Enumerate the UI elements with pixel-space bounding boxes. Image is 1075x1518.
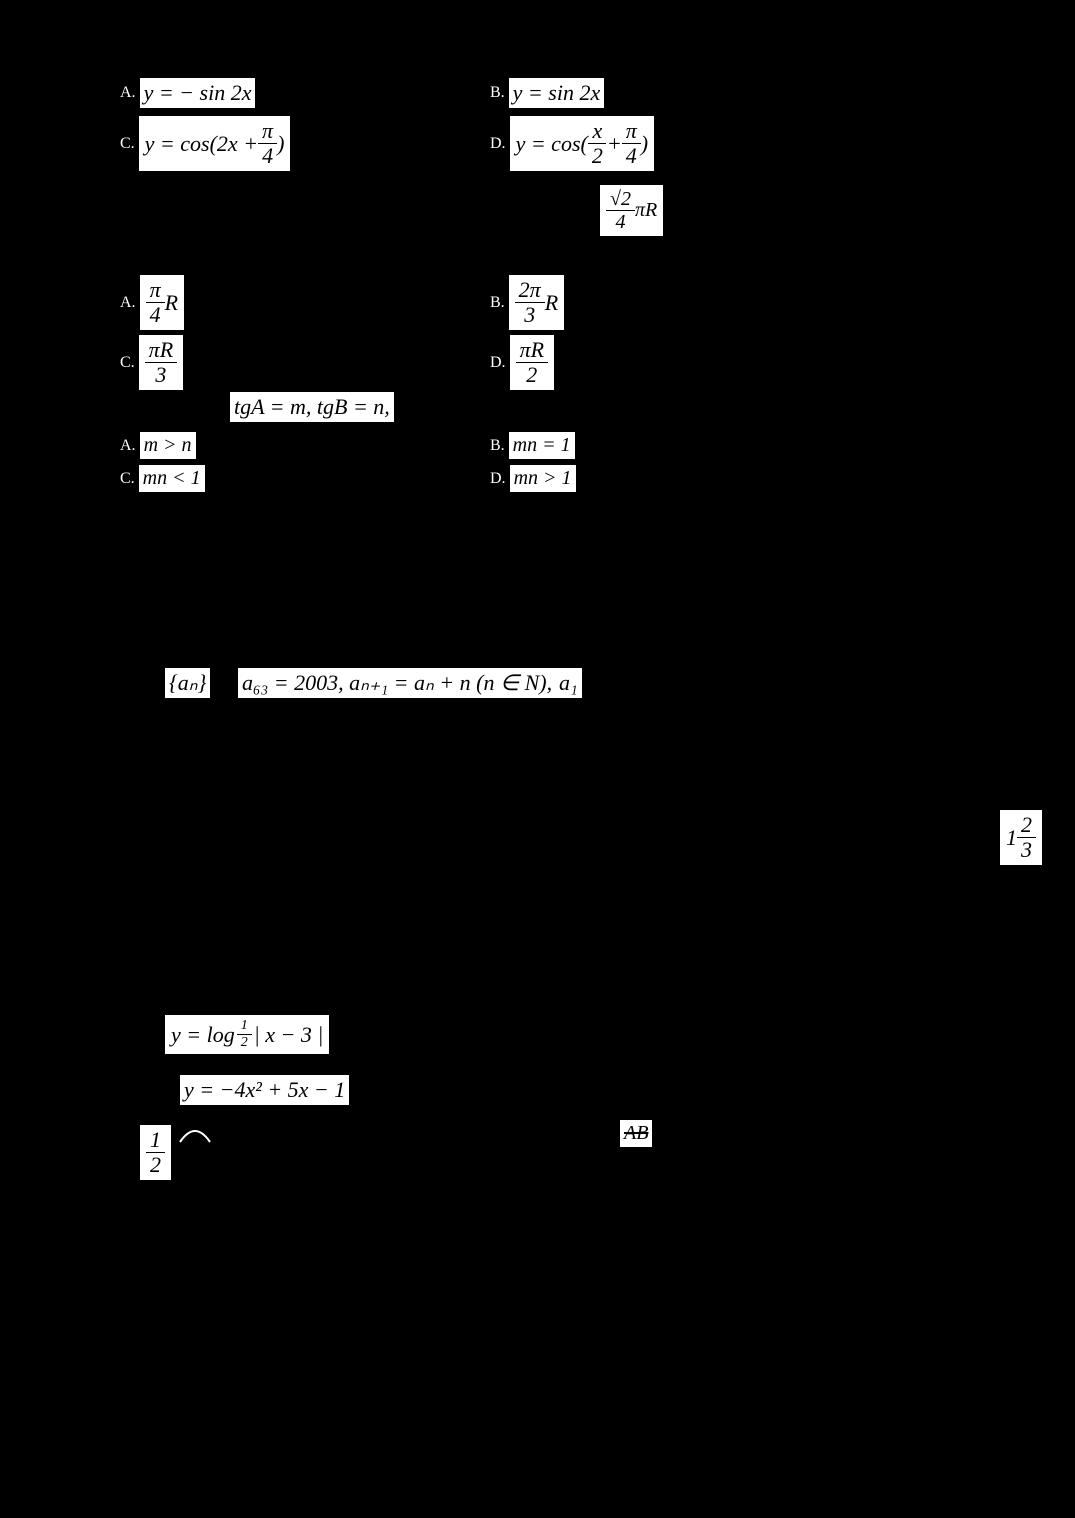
q6-a-label: A. (120, 437, 136, 455)
q5-opt-b: 2π 3 R (509, 275, 564, 330)
q8-hl1: {aₙ} (165, 668, 210, 698)
q6-opt-c: mn < 1 (139, 465, 205, 492)
arc-icon (177, 1125, 213, 1145)
q8-hl2: a₆₃ = 2003, aₙ₊₁ = aₙ + n (n ∈ N), (238, 668, 556, 698)
q4d-mid: + (607, 131, 622, 157)
opt-b-label: B. (490, 84, 505, 102)
frac-den: 4 (622, 144, 641, 167)
q5-opt-d: πR 2 (510, 335, 554, 390)
q9-frac: 2 3 (1017, 814, 1036, 861)
q9-mixed: 1 2 3 (1000, 810, 1042, 865)
opt-d-label: D. (490, 135, 506, 153)
q5-b-label: B. (490, 294, 505, 312)
q4c-suf: ) (277, 131, 284, 157)
q5-extra: √2 4 πR (600, 185, 663, 236)
q4d-frac2: π 4 (622, 120, 641, 167)
frac-den: 2 (146, 1153, 165, 1176)
q6-opt-d: mn > 1 (510, 465, 576, 492)
q5b-frac: 2π 3 (515, 279, 545, 326)
frac-num: √2 (606, 189, 635, 211)
q6-b-label: B. (490, 437, 505, 455)
q4c-frac: π 4 (258, 120, 277, 167)
frac-num: 1 (146, 1129, 165, 1153)
q5-opt-c: πR 3 (139, 335, 183, 390)
q8-hl3: a₁ (555, 668, 582, 698)
frac-den: 2 (522, 363, 541, 386)
frac-den: 3 (1017, 838, 1036, 861)
q11-hl: y = −4x² + 5x − 1 (180, 1075, 349, 1105)
q4-opt-b: y = sin 2x (509, 78, 605, 108)
q5-extra-suf: πR (635, 199, 657, 222)
q4d-pre: y = cos( (516, 131, 588, 157)
q11-frac: 1 2 (140, 1125, 171, 1180)
q5-a-label: A. (120, 294, 136, 312)
frac-den: 2 (588, 144, 607, 167)
q5-d-label: D. (490, 354, 506, 372)
frac-num: 1 (237, 1019, 252, 1035)
q5c-frac: πR 3 (145, 339, 177, 386)
frac-den: 4 (258, 144, 277, 167)
q11-half: 1 2 (146, 1129, 165, 1176)
frac-num: πR (516, 339, 548, 363)
q5-c-label: C. (120, 354, 135, 372)
q9-whole: 1 (1006, 825, 1017, 851)
q4d-suf: ) (641, 131, 648, 157)
q6-hl: tgA = m, tgB = n, (230, 392, 394, 422)
q11-arc-label: AB (620, 1120, 652, 1147)
frac-num: 2 (1017, 814, 1036, 838)
q6-d-label: D. (490, 470, 506, 488)
frac-num: πR (145, 339, 177, 363)
opt-a-label: A. (120, 84, 136, 102)
frac-num: π (258, 120, 277, 144)
frac-den: 4 (146, 303, 165, 326)
frac-den: 3 (520, 303, 539, 326)
frac-num: x (588, 120, 606, 144)
q5d-frac: πR 2 (516, 339, 548, 386)
q5a-suf: R (165, 290, 178, 316)
frac-den: 2 (237, 1035, 252, 1050)
q4d-frac1: x 2 (588, 120, 607, 167)
q5a-frac: π 4 (146, 279, 165, 326)
frac-num: 2π (515, 279, 545, 303)
q4-opt-a: y = − sin 2x (140, 78, 256, 108)
q6-opt-a: m > n (140, 432, 196, 459)
q4-opt-c: y = cos(2x + π 4 ) (139, 116, 291, 171)
q10-hl: y = log 1 2 | x − 3 | (165, 1015, 329, 1054)
frac-den: 4 (611, 211, 629, 232)
q5-opt-a: π 4 R (140, 275, 184, 330)
frac-num: π (146, 279, 165, 303)
frac-den: 3 (151, 363, 170, 386)
frac-num: π (622, 120, 641, 144)
opt-c-label: C. (120, 135, 135, 153)
q6-c-label: C. (120, 470, 135, 488)
q4-opt-d: y = cos( x 2 + π 4 ) (510, 116, 654, 171)
q4c-pre: y = cos(2x + (145, 131, 258, 157)
q6-opt-b: mn = 1 (509, 432, 575, 459)
q10-base-frac: 1 2 (237, 1019, 252, 1050)
q5-extra-frac: √2 4 (606, 189, 635, 232)
q5b-suf: R (545, 290, 558, 316)
